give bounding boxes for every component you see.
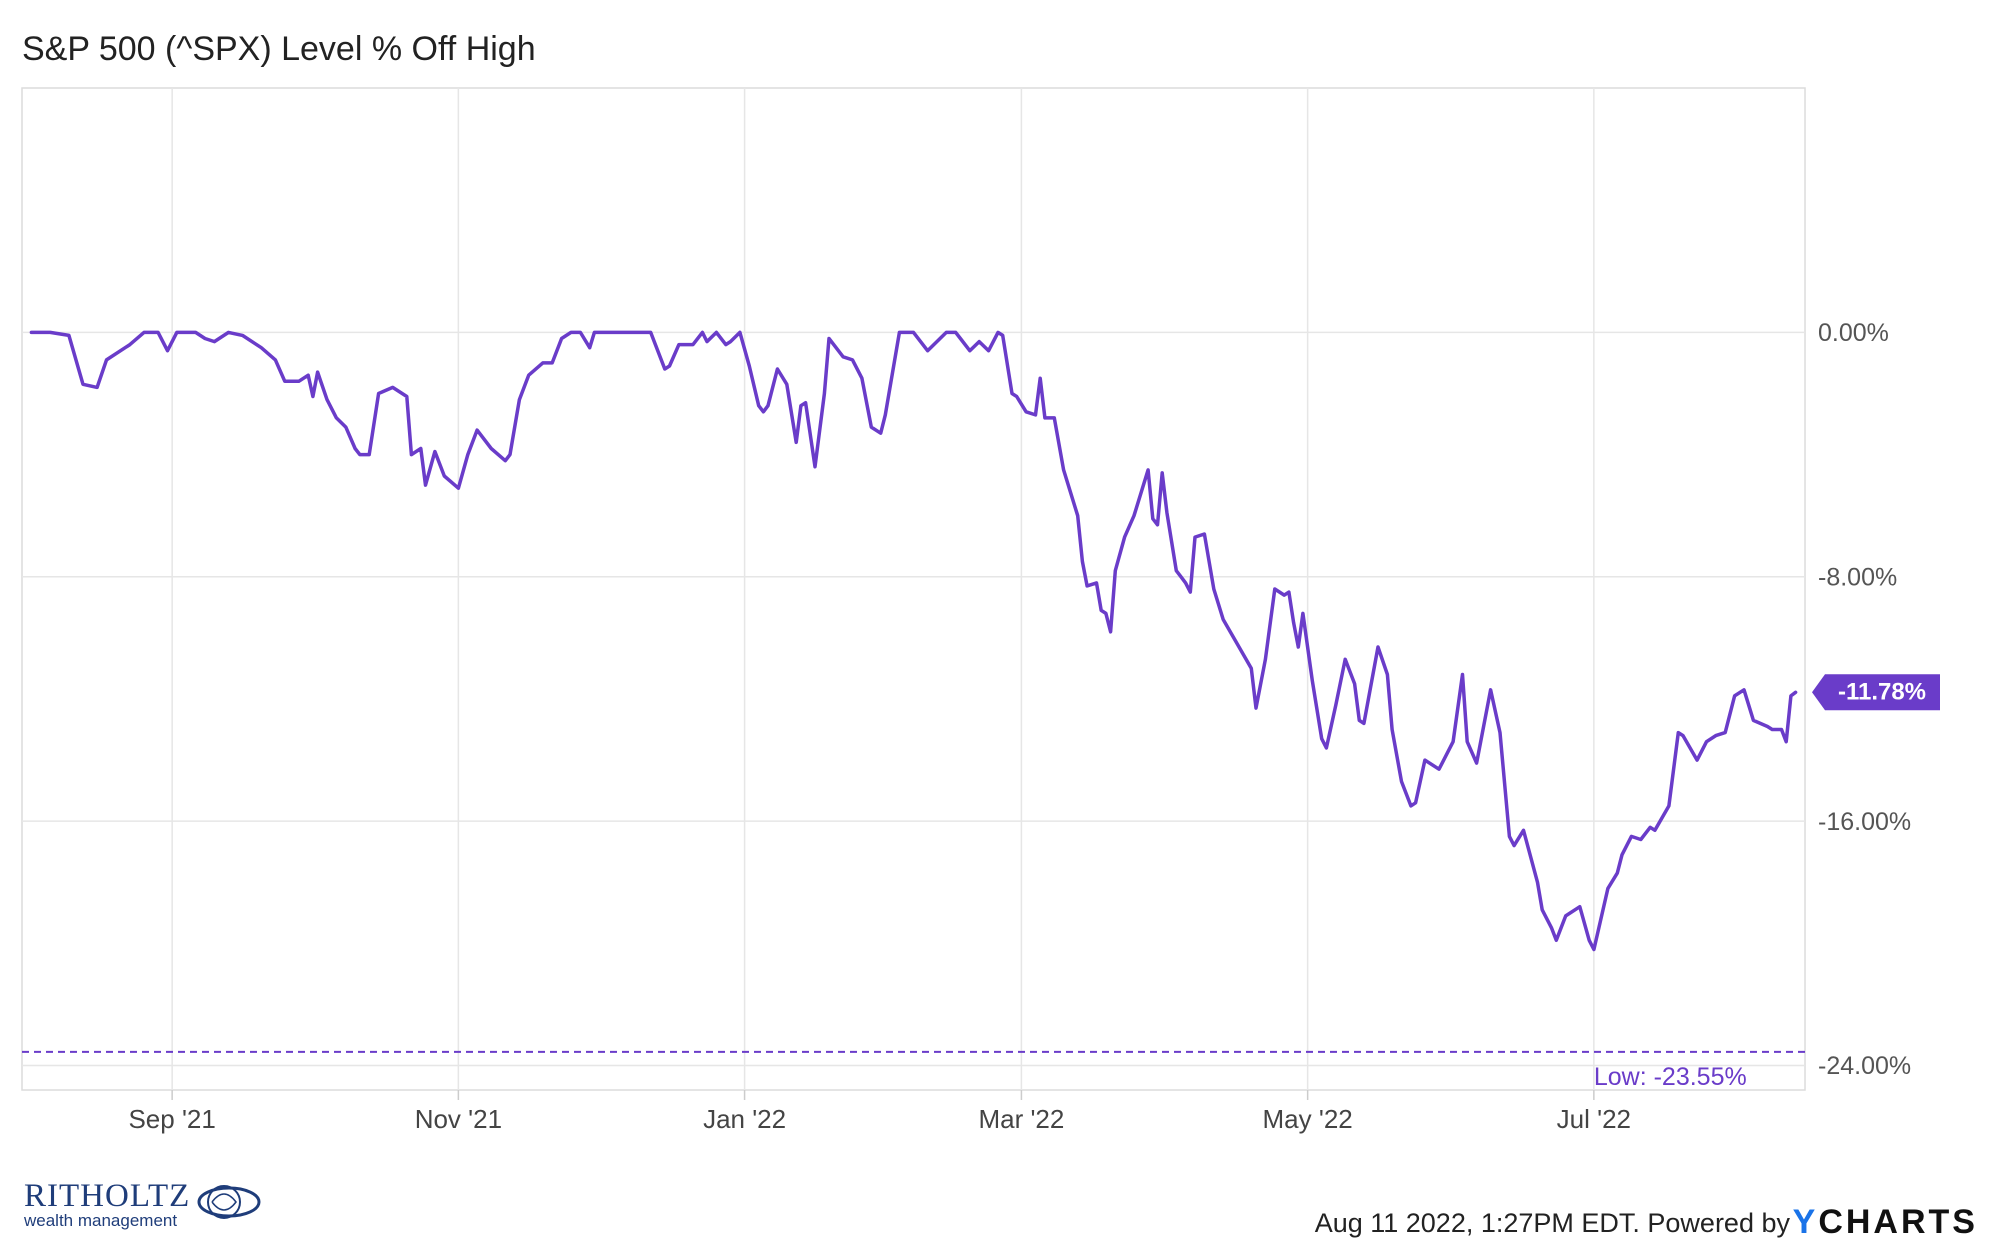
- x-tick-label: Nov '21: [415, 1104, 502, 1134]
- grid-layer: [21, 87, 1806, 1091]
- ritholtz-logo: RITHOLTZ wealth management: [24, 1178, 261, 1230]
- brand-subtitle: wealth management: [24, 1211, 178, 1230]
- last-value-label: -11.78%: [1838, 679, 1926, 706]
- ycharts-logo-text: CHARTS: [1818, 1203, 1978, 1241]
- y-tick-label: -16.00%: [1818, 808, 1911, 836]
- plot-frame: [21, 87, 1806, 1091]
- x-tick-label: Sep '21: [128, 1104, 215, 1134]
- chart-title: S&P 500 (^SPX) Level % Off High: [22, 30, 536, 68]
- series-layer: [29, 330, 1798, 952]
- x-tick-label: Jan '22: [703, 1104, 786, 1134]
- ycharts-logo-y: Y: [1792, 1203, 1819, 1241]
- x-tick-label: Jul '22: [1557, 1104, 1631, 1134]
- footer-timestamp: Aug 11 2022, 1:27PM EDT. Powered by: [1314, 1208, 1790, 1238]
- globe-emblem-icon: [197, 1185, 261, 1219]
- series-line: [29, 330, 1798, 952]
- low-label: Low: -23.55%: [1594, 1063, 1747, 1091]
- x-tick-label: May '22: [1263, 1104, 1353, 1134]
- brand-name: RITHOLTZ: [24, 1178, 191, 1214]
- y-tick-label: -8.00%: [1818, 563, 1897, 591]
- annot-layer: Low: -23.55% -11.78%: [22, 674, 1940, 1091]
- y-tick-label: -24.00%: [1818, 1052, 1911, 1080]
- ycharts-logo[interactable]: YCHARTS: [1793, 1203, 1978, 1242]
- y-tick-label: 0.00%: [1818, 319, 1889, 347]
- last-value-badge: [1812, 674, 1940, 711]
- axis-layer: 0.00% -8.00% -16.00% -24.00% Sep '21 Nov '21 J…: [128, 319, 1911, 1134]
- x-tick-label: Mar '22: [978, 1104, 1064, 1134]
